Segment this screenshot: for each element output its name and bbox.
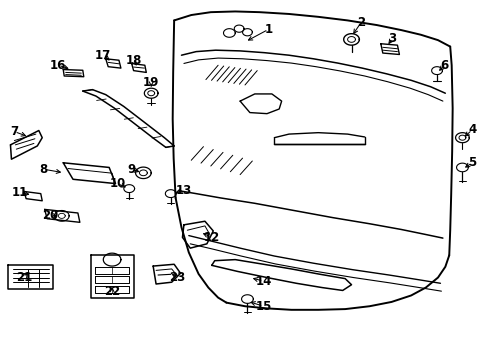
Text: 12: 12	[204, 231, 220, 244]
Text: 4: 4	[468, 123, 476, 136]
Text: 8: 8	[40, 163, 48, 176]
Text: 15: 15	[255, 300, 272, 313]
Text: 3: 3	[389, 32, 396, 45]
Text: 18: 18	[125, 54, 142, 67]
Text: 23: 23	[170, 271, 186, 284]
Text: 11: 11	[12, 186, 28, 199]
Text: 20: 20	[43, 209, 59, 222]
Text: 9: 9	[127, 163, 136, 176]
Text: 19: 19	[143, 76, 159, 89]
Text: 7: 7	[10, 125, 19, 138]
Text: 6: 6	[440, 59, 448, 72]
Text: 1: 1	[265, 23, 272, 36]
Text: 17: 17	[95, 49, 111, 62]
Text: 16: 16	[50, 59, 67, 72]
Text: 10: 10	[110, 177, 126, 190]
Text: 5: 5	[468, 156, 476, 169]
Text: 14: 14	[255, 275, 272, 288]
Text: 22: 22	[104, 285, 120, 298]
Text: 13: 13	[176, 184, 192, 197]
Text: 2: 2	[357, 16, 366, 29]
Text: 21: 21	[16, 271, 32, 284]
